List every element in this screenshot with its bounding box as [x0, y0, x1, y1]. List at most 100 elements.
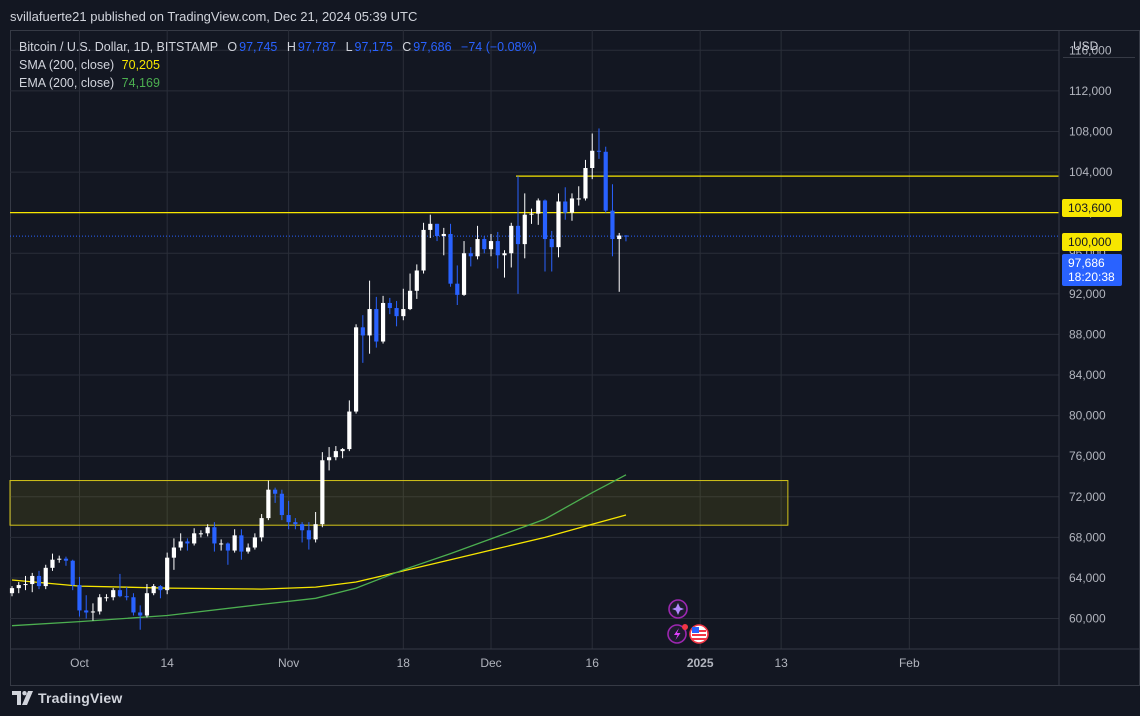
candles [9, 128, 629, 630]
candle-body [421, 229, 426, 271]
candle-body [563, 201, 568, 213]
candle-body [340, 449, 345, 452]
candle-body [171, 547, 177, 558]
grid [10, 30, 1059, 649]
candle-body [333, 451, 338, 458]
candle-body [327, 457, 332, 461]
candle-body [306, 530, 311, 540]
candle-body [16, 585, 21, 589]
tag-103600 [1062, 199, 1122, 217]
candle-body [522, 214, 527, 245]
y-tick-label: 108,000 [1069, 124, 1113, 138]
lightning-icon[interactable] [667, 624, 688, 644]
price-tags: 103,600 100,000 97,686 18:20:38 [1062, 199, 1122, 286]
close-value: 97,686 [413, 40, 452, 54]
candle-body [63, 558, 69, 561]
candle-body [549, 239, 554, 248]
candle-body [387, 302, 392, 309]
sparkle-icon[interactable] [668, 599, 688, 619]
candle-body [77, 585, 82, 611]
candle-body [165, 557, 170, 591]
candle-body [353, 327, 359, 412]
candle-body [138, 612, 143, 616]
candle-body [239, 535, 244, 552]
us-flag-icon[interactable] [689, 624, 709, 644]
high-value: 97,787 [297, 40, 337, 54]
candle-body [252, 537, 257, 548]
low-key: L [345, 40, 353, 54]
candle-body [300, 524, 305, 531]
candle-body [266, 489, 271, 519]
candle-body [232, 535, 237, 551]
candle-body [441, 233, 446, 236]
ema-200-line [11, 474, 627, 627]
y-tick-label: 84,000 [1069, 368, 1106, 382]
candle-body [542, 200, 548, 240]
candle-body [50, 559, 55, 568]
candle-body [273, 489, 278, 494]
candle-body [225, 543, 230, 551]
brand-name: TradingView [38, 690, 123, 706]
candle-body [448, 233, 453, 284]
candle-body [401, 309, 406, 317]
candle-body [279, 493, 284, 516]
candle-body [590, 150, 595, 169]
y-tick-label: 88,000 [1069, 327, 1106, 341]
open-key: O [227, 40, 238, 54]
candle-body [246, 547, 251, 552]
x-tick-label: 16 [586, 656, 600, 670]
open-value: 97,745 [239, 40, 278, 54]
candle-body [43, 567, 48, 587]
footer-brand[interactable]: TradingView [12, 688, 122, 708]
candle-body [104, 597, 109, 599]
legend-ema-row[interactable]: EMA (200, close) 74,169 [19, 74, 537, 92]
support-zone-rect [9, 480, 789, 526]
high-key: H [286, 40, 296, 54]
candle-body [36, 575, 42, 587]
candle-body [360, 327, 365, 336]
candle-body [603, 151, 608, 211]
candle-body [502, 253, 507, 256]
y-tick-label: 116,000 [1069, 43, 1112, 57]
tag-100000 [1062, 233, 1122, 251]
candle-body [30, 575, 35, 585]
candle-body [434, 223, 440, 236]
x-tick-label: 2025 [687, 656, 714, 670]
candle-body [192, 533, 197, 544]
candle-body [576, 198, 581, 200]
candle-body [488, 241, 494, 250]
candle-body [380, 302, 386, 342]
candle-body [57, 558, 62, 560]
candle-body [407, 290, 413, 310]
y-tick-label: 60,000 [1069, 612, 1106, 626]
candle-body [455, 283, 460, 295]
x-tick-label: Dec [480, 656, 501, 670]
event-icons[interactable] [667, 599, 709, 644]
candle-body [84, 610, 89, 613]
candle-body [97, 597, 102, 612]
candle-body [374, 309, 379, 342]
candle-body [414, 270, 419, 291]
low-value: 97,175 [354, 40, 393, 54]
legend-sma-row[interactable]: SMA (200, close) 70,205 [19, 56, 537, 74]
x-tick-label: Feb [899, 656, 920, 670]
candle-body [293, 522, 298, 525]
candle-body [90, 611, 96, 613]
tag-100000-text: 100,000 [1068, 235, 1112, 249]
candle-body [529, 213, 534, 215]
candle-body [569, 198, 575, 213]
candle-body [198, 533, 204, 535]
currency-button[interactable]: USD [1063, 34, 1135, 58]
candle-body [212, 527, 217, 544]
candle-body [205, 527, 210, 534]
candle-body [509, 225, 514, 254]
y-tick-label: 76,000 [1069, 449, 1106, 463]
x-tick-label: 14 [160, 656, 174, 670]
y-tick-label: 112,000 [1069, 84, 1112, 98]
candle-body [610, 210, 615, 240]
candle-body [131, 597, 136, 613]
candle-body [9, 588, 15, 594]
candle-body [219, 543, 224, 545]
y-tick-label: 72,000 [1069, 490, 1106, 504]
